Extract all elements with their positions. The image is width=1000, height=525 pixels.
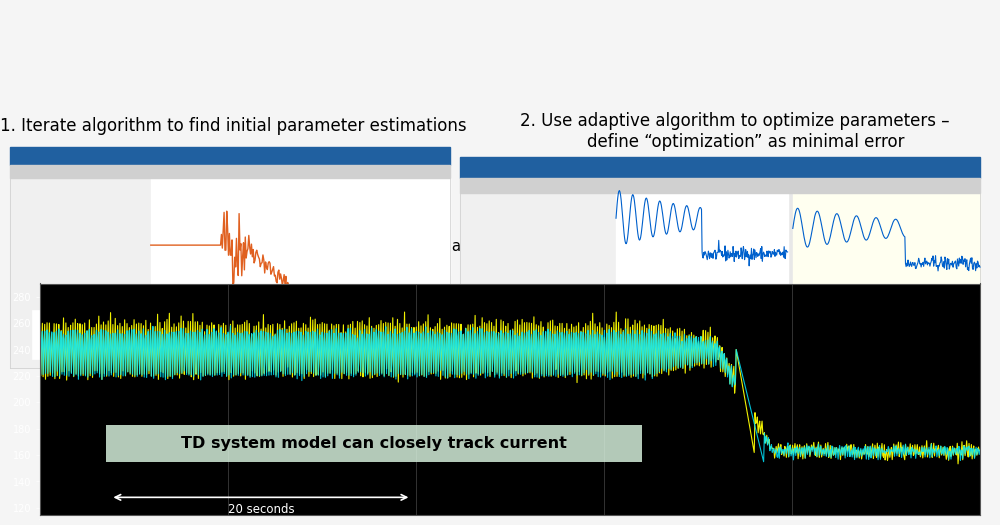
Bar — [460, 177, 980, 193]
Text: 20 seconds: 20 seconds — [228, 502, 294, 516]
Text: 1. Iterate algorithm to find initial parameter estimations: 1. Iterate algorithm to find initial par… — [0, 117, 467, 135]
FancyBboxPatch shape — [106, 425, 642, 461]
Text: TD system model can closely track current: TD system model can closely track curren… — [181, 436, 567, 451]
Bar — [10, 147, 450, 165]
Bar — [460, 158, 980, 177]
Bar — [10, 165, 450, 178]
Text: 2. Use adaptive algorithm to optimize parameters –
    define “optimization” as : 2. Use adaptive algorithm to optimize pa… — [520, 112, 950, 151]
Text: 3. Verify system results by comparing with historical rig data.: 3. Verify system results by comparing wi… — [10, 239, 482, 254]
